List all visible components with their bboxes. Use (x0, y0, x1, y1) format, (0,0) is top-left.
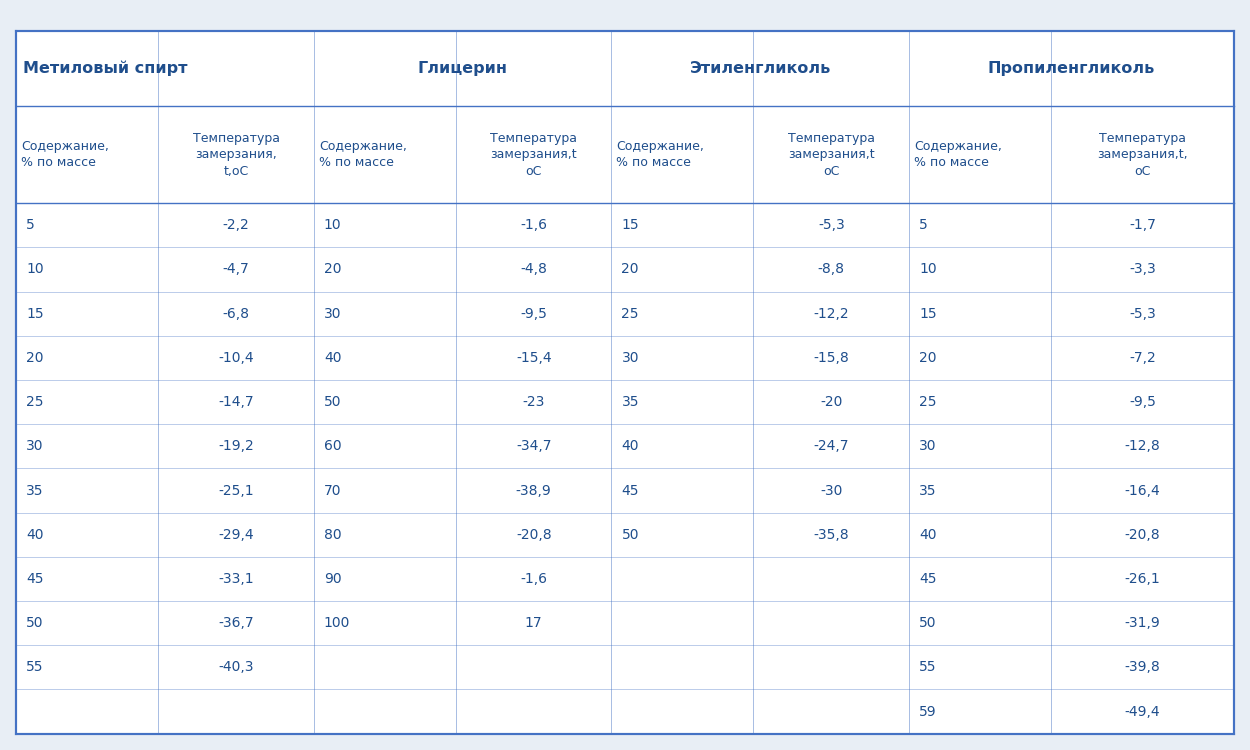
Text: 40: 40 (26, 528, 44, 542)
Text: Содержание,
% по массе: Содержание, % по массе (319, 140, 406, 170)
Text: -24,7: -24,7 (814, 440, 849, 453)
Text: 20: 20 (324, 262, 341, 277)
Text: 17: 17 (525, 616, 542, 630)
Text: -12,2: -12,2 (814, 307, 849, 321)
Text: -1,6: -1,6 (520, 218, 548, 232)
Text: 35: 35 (26, 484, 44, 497)
Text: -31,9: -31,9 (1125, 616, 1160, 630)
Text: 30: 30 (919, 440, 936, 453)
Text: -4,7: -4,7 (222, 262, 250, 277)
Text: -29,4: -29,4 (219, 528, 254, 542)
Text: Температура
замерзания,
t,оС: Температура замерзания, t,оС (192, 131, 280, 178)
Text: -9,5: -9,5 (1129, 395, 1156, 409)
Text: Температура
замерзания,t
оС: Температура замерзания,t оС (788, 131, 875, 178)
Text: 55: 55 (919, 660, 936, 674)
Text: 5: 5 (919, 218, 928, 232)
Text: Метиловый спирт: Метиловый спирт (22, 61, 188, 76)
Text: 35: 35 (621, 395, 639, 409)
Text: 15: 15 (919, 307, 936, 321)
Text: 45: 45 (26, 572, 44, 586)
Text: Содержание,
% по массе: Содержание, % по массе (21, 140, 109, 170)
Text: -7,2: -7,2 (1129, 351, 1156, 365)
Text: Содержание,
% по массе: Содержание, % по массе (616, 140, 704, 170)
Text: 15: 15 (26, 307, 44, 321)
Text: 40: 40 (919, 528, 936, 542)
Text: -34,7: -34,7 (516, 440, 551, 453)
Text: -26,1: -26,1 (1125, 572, 1160, 586)
Text: 30: 30 (621, 351, 639, 365)
Text: -8,8: -8,8 (818, 262, 845, 277)
Text: -30: -30 (820, 484, 842, 497)
Text: 50: 50 (919, 616, 936, 630)
Text: 59: 59 (919, 704, 936, 718)
Text: -23: -23 (522, 395, 545, 409)
Text: 25: 25 (919, 395, 936, 409)
Text: -4,8: -4,8 (520, 262, 548, 277)
Text: -14,7: -14,7 (219, 395, 254, 409)
Text: 100: 100 (324, 616, 350, 630)
Text: -15,8: -15,8 (814, 351, 849, 365)
Text: Температура
замерзания,t,
оС: Температура замерзания,t, оС (1098, 131, 1188, 178)
Text: 90: 90 (324, 572, 341, 586)
Text: 20: 20 (621, 262, 639, 277)
Text: 35: 35 (919, 484, 936, 497)
Text: Пропиленгликоль: Пропиленгликоль (988, 62, 1155, 76)
Text: -5,3: -5,3 (818, 218, 845, 232)
Text: -20: -20 (820, 395, 842, 409)
Text: 50: 50 (26, 616, 44, 630)
Text: -5,3: -5,3 (1129, 307, 1156, 321)
Text: 50: 50 (324, 395, 341, 409)
Text: -20,8: -20,8 (516, 528, 551, 542)
Text: 15: 15 (621, 218, 639, 232)
Text: Глицерин: Глицерин (418, 62, 508, 76)
Text: -20,8: -20,8 (1125, 528, 1160, 542)
Text: 50: 50 (621, 528, 639, 542)
Text: 30: 30 (26, 440, 44, 453)
Text: 20: 20 (26, 351, 44, 365)
Text: -2,2: -2,2 (222, 218, 250, 232)
Text: Содержание,
% по массе: Содержание, % по массе (914, 140, 1003, 170)
Text: 80: 80 (324, 528, 341, 542)
Text: -38,9: -38,9 (516, 484, 551, 497)
Text: -1,7: -1,7 (1129, 218, 1156, 232)
Text: -33,1: -33,1 (219, 572, 254, 586)
Text: 10: 10 (324, 218, 341, 232)
Text: 60: 60 (324, 440, 341, 453)
Text: -19,2: -19,2 (219, 440, 254, 453)
Text: 70: 70 (324, 484, 341, 497)
Text: 25: 25 (621, 307, 639, 321)
Text: -25,1: -25,1 (219, 484, 254, 497)
Text: 20: 20 (919, 351, 936, 365)
Text: -36,7: -36,7 (219, 616, 254, 630)
Text: -6,8: -6,8 (222, 307, 250, 321)
Text: 40: 40 (324, 351, 341, 365)
Text: 55: 55 (26, 660, 44, 674)
Text: -10,4: -10,4 (219, 351, 254, 365)
Text: -39,8: -39,8 (1125, 660, 1160, 674)
Text: 10: 10 (919, 262, 936, 277)
Text: -49,4: -49,4 (1125, 704, 1160, 718)
Text: 10: 10 (26, 262, 44, 277)
Text: 45: 45 (919, 572, 936, 586)
Text: -1,6: -1,6 (520, 572, 548, 586)
Text: -3,3: -3,3 (1129, 262, 1156, 277)
Text: 30: 30 (324, 307, 341, 321)
Text: 5: 5 (26, 218, 35, 232)
Text: -16,4: -16,4 (1125, 484, 1160, 497)
Text: -35,8: -35,8 (814, 528, 849, 542)
Text: Температура
замерзания,t
оС: Температура замерзания,t оС (490, 131, 578, 178)
Text: 45: 45 (621, 484, 639, 497)
Text: -12,8: -12,8 (1125, 440, 1160, 453)
Text: Этиленгликоль: Этиленгликоль (690, 62, 831, 76)
Text: -9,5: -9,5 (520, 307, 548, 321)
Text: -15,4: -15,4 (516, 351, 551, 365)
Text: 40: 40 (621, 440, 639, 453)
Text: -40,3: -40,3 (219, 660, 254, 674)
Text: 25: 25 (26, 395, 44, 409)
